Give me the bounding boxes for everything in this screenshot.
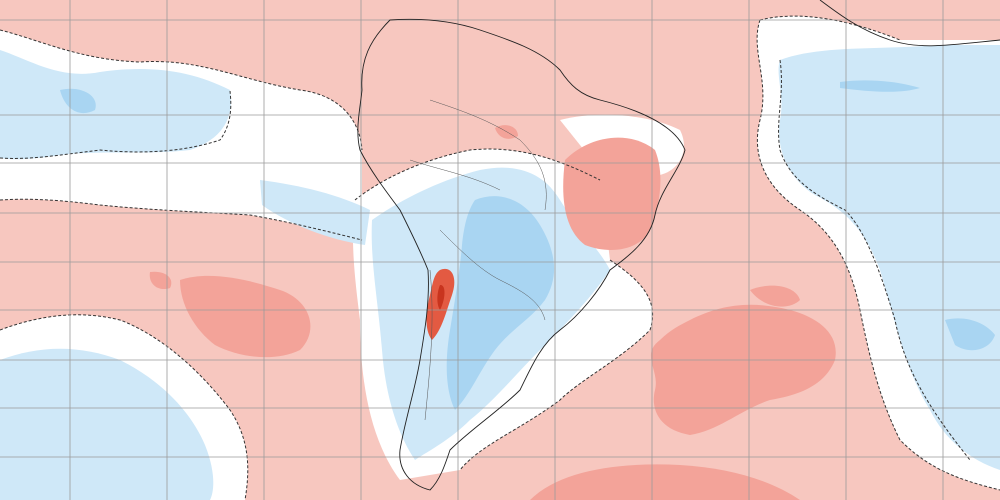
coastline-africa (819, 0, 1000, 47)
zero-contours (0, 15, 1000, 500)
cool-areas (0, 45, 1000, 500)
country-borders (409, 99, 547, 421)
strong-warm-areas (149, 125, 836, 500)
coastline (357, 18, 686, 491)
peak-warm-area (437, 284, 445, 310)
strong-cool-areas (60, 80, 995, 410)
